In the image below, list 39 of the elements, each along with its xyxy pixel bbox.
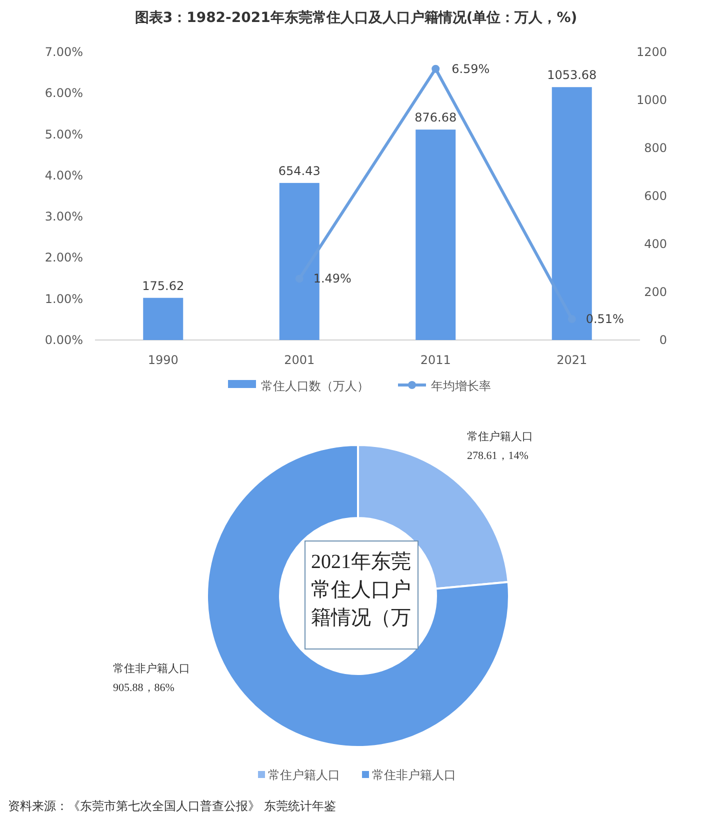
legend-label: 常住人口数（万人） [261,379,369,393]
x-tick-label: 1990 [148,353,178,367]
data-label: 654.43 [278,164,320,178]
legend-label: 常住户籍人口 [268,768,340,782]
chart-title: 图表3：1982-2021年东莞常住人口及人口户籍情况(单位：万人，%) [134,9,578,26]
y-tick-label: 6.00% [44,86,83,100]
text: 2021年东莞常住人口户籍情况（万 [311,551,411,629]
y-tick-label: 7.00% [44,45,83,59]
y-tick-label: 3.00% [44,210,83,224]
y2-tick-label: 400 [644,237,667,251]
slice-label: 常住户籍人口 [467,430,533,443]
slice-label: 常住非户籍人口 [113,662,190,675]
y-tick-label: 0.00% [44,333,83,347]
bar [143,298,184,340]
text: 资料来源：《东莞市第七次全国人口普查公报》 东莞统计年鉴 [8,799,336,813]
data-label: 876.68 [414,110,457,125]
y-tick-label: 2.00% [44,250,83,265]
legend-label: 年均增长率 [431,379,491,393]
data-label: 278.61，14% [467,450,528,462]
data-label: 175.62 [142,278,184,293]
y2-tick-label: 1000 [636,93,667,107]
y2-tick-label: 600 [644,189,667,203]
donut-slice [206,444,510,748]
bar [416,130,456,340]
legend-label: 常住非户籍人口 [372,768,456,782]
data-label: 1053.68 [547,68,597,82]
y-tick-label: 4.00% [44,168,83,182]
data-label: 6.59% [452,62,490,76]
x-tick-label: 2011 [420,353,451,367]
y-tick-label: 1.00% [44,292,83,306]
y2-tick-label: 1200 [636,45,667,59]
x-tick-label: 2021 [556,353,588,367]
y2-tick-label: 0 [659,333,667,347]
y-tick-label: 5.00% [44,127,83,142]
y2-tick-label: 800 [644,141,667,155]
y2-tick-label: 200 [644,285,667,299]
point [432,64,440,73]
data-label: 905.88，86% [113,682,174,694]
x-tick-label: 2001 [284,353,315,367]
